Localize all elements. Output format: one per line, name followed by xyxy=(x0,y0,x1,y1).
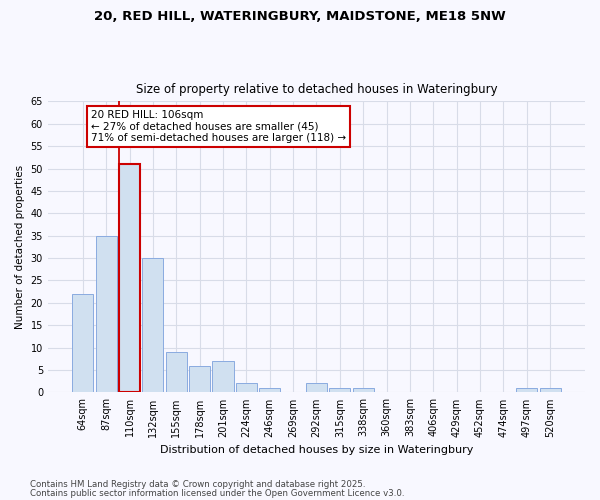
Bar xyxy=(189,366,210,392)
Y-axis label: Number of detached properties: Number of detached properties xyxy=(15,165,25,329)
Bar xyxy=(119,164,140,392)
Bar xyxy=(539,388,560,392)
Bar xyxy=(516,388,537,392)
Title: Size of property relative to detached houses in Wateringbury: Size of property relative to detached ho… xyxy=(136,83,497,96)
X-axis label: Distribution of detached houses by size in Wateringbury: Distribution of detached houses by size … xyxy=(160,445,473,455)
Bar xyxy=(95,236,117,392)
Bar xyxy=(236,384,257,392)
Bar xyxy=(166,352,187,393)
Text: 20, RED HILL, WATERINGBURY, MAIDSTONE, ME18 5NW: 20, RED HILL, WATERINGBURY, MAIDSTONE, M… xyxy=(94,10,506,23)
Bar xyxy=(306,384,327,392)
Bar xyxy=(259,388,280,392)
Text: Contains public sector information licensed under the Open Government Licence v3: Contains public sector information licen… xyxy=(30,488,404,498)
Bar xyxy=(212,361,233,392)
Bar xyxy=(353,388,374,392)
Bar xyxy=(142,258,163,392)
Bar xyxy=(73,294,94,392)
Text: 20 RED HILL: 106sqm
← 27% of detached houses are smaller (45)
71% of semi-detach: 20 RED HILL: 106sqm ← 27% of detached ho… xyxy=(91,110,346,144)
Text: Contains HM Land Registry data © Crown copyright and database right 2025.: Contains HM Land Registry data © Crown c… xyxy=(30,480,365,489)
Bar xyxy=(329,388,350,392)
